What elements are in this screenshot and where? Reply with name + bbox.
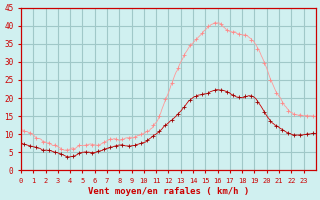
X-axis label: Vent moyen/en rafales ( km/h ): Vent moyen/en rafales ( km/h )	[88, 187, 249, 196]
